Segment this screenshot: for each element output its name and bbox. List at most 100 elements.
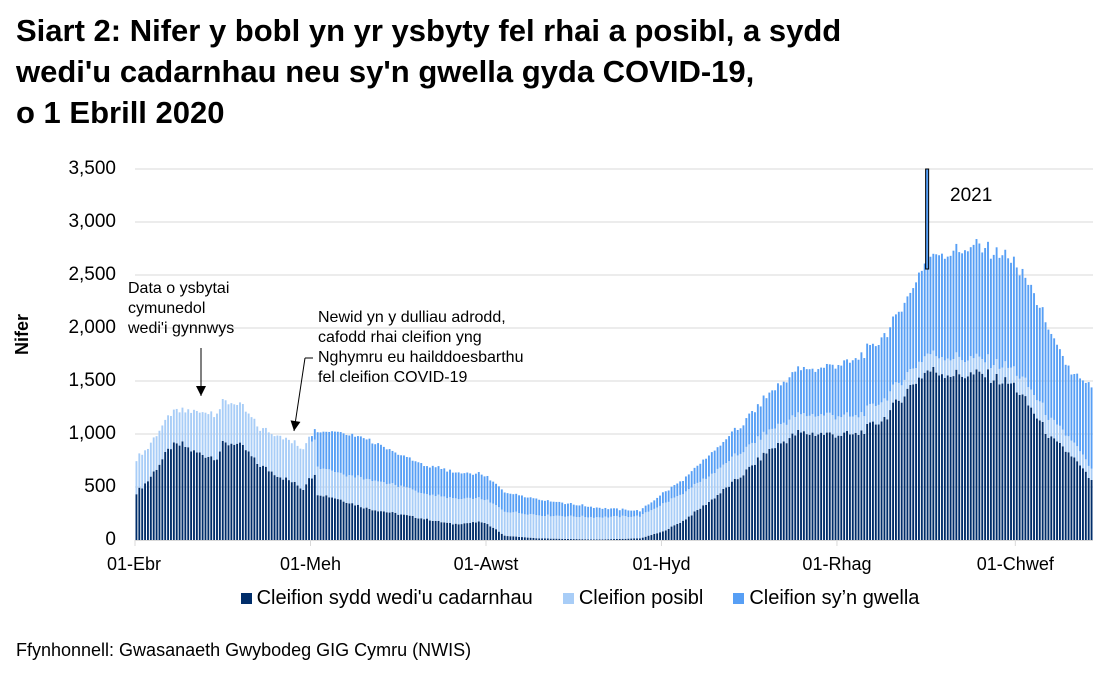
bar-segment	[716, 494, 719, 540]
bar-segment	[607, 517, 610, 540]
bar-segment	[984, 377, 987, 540]
bar-segment	[851, 416, 854, 435]
bar-segment	[503, 511, 506, 536]
bar-segment	[920, 362, 923, 379]
bar-segment	[446, 522, 449, 540]
bar-segment	[621, 538, 624, 540]
bar-segment	[1073, 442, 1076, 458]
bar-segment	[1079, 451, 1081, 466]
bar-segment	[636, 515, 638, 539]
bar-segment	[894, 382, 897, 400]
bar-segment	[920, 270, 923, 363]
bar-segment	[903, 302, 906, 380]
bar-segment	[607, 539, 610, 540]
bar-segment	[578, 517, 581, 540]
bar-segment	[512, 536, 515, 540]
bar-segment	[745, 446, 748, 470]
bar-segment	[541, 515, 544, 539]
bar-segment	[863, 358, 866, 417]
bar-segment	[846, 431, 848, 540]
bar-segment	[495, 505, 497, 530]
bar-segment	[975, 369, 978, 540]
bar-segment	[1041, 421, 1044, 540]
bar-segment	[811, 368, 814, 414]
bar-segment	[912, 368, 915, 385]
bar-segment	[190, 412, 193, 452]
bar-segment	[762, 452, 765, 540]
bar-segment	[164, 419, 167, 453]
bar-segment	[451, 524, 454, 540]
bar-segment	[310, 478, 313, 540]
bar-segment	[308, 478, 310, 540]
bar-segment	[325, 469, 328, 496]
bar-segment	[584, 539, 587, 540]
bar-segment	[414, 461, 417, 491]
bar-segment	[1035, 418, 1038, 540]
bar-segment	[503, 535, 506, 540]
bar-segment	[1050, 436, 1053, 540]
bar-segment	[405, 487, 408, 516]
bar-segment	[201, 412, 204, 455]
bar-segment	[650, 510, 653, 536]
bar-segment	[897, 400, 900, 540]
bar-segment	[564, 504, 567, 517]
bar-segment	[874, 424, 877, 540]
bar-segment	[860, 412, 863, 431]
bar-segment	[336, 431, 339, 473]
bar-segment	[1067, 436, 1070, 453]
bar-segment	[915, 368, 918, 384]
bar-segment	[949, 376, 952, 540]
bar-segment	[722, 488, 725, 540]
bar-segment	[290, 482, 293, 540]
bar-segment	[207, 414, 210, 457]
bar-segment	[489, 480, 492, 503]
bar-segment	[828, 432, 831, 540]
bar-segment	[1076, 461, 1079, 540]
bar-segment	[811, 413, 814, 433]
bar-segment	[322, 431, 325, 469]
bar-segment	[590, 539, 592, 540]
bar-segment	[751, 411, 754, 443]
bar-segment	[684, 491, 687, 520]
bar-segment	[808, 369, 811, 416]
bar-segment	[474, 522, 477, 540]
bar-segment	[843, 432, 846, 540]
bar-segment	[624, 509, 627, 517]
bar-segment	[397, 454, 400, 487]
bar-segment	[785, 443, 788, 540]
bar-segment	[227, 404, 230, 446]
bar-segment	[523, 514, 526, 538]
bar-segment	[938, 255, 941, 359]
bar-segment	[955, 243, 958, 353]
bar-segment	[880, 421, 883, 540]
bar-segment	[1041, 307, 1044, 403]
bar-segment	[319, 495, 322, 540]
bar-segment	[423, 466, 426, 494]
bar-segment	[1027, 284, 1030, 388]
bar-segment	[601, 508, 604, 518]
bar-segment	[647, 504, 650, 512]
bar-segment	[247, 451, 250, 540]
bar-segment	[762, 395, 765, 432]
bar-segment	[518, 495, 521, 514]
bar-segment	[958, 374, 961, 540]
bar-segment	[331, 497, 334, 540]
bar-segment	[903, 379, 906, 397]
bar-segment	[144, 450, 147, 484]
bar-segment	[638, 511, 641, 517]
bar-segment	[497, 486, 500, 508]
bar-segment	[1044, 322, 1047, 415]
bar-segment	[877, 404, 880, 425]
bar-segment	[771, 390, 774, 429]
bar-segment	[426, 494, 428, 519]
bar-segment	[538, 538, 541, 540]
bar-segment	[716, 468, 719, 495]
bar-segment	[1033, 413, 1035, 540]
bar-segment	[943, 360, 946, 379]
bar-segment	[923, 356, 926, 373]
bar-segment	[296, 485, 299, 540]
bar-segment	[569, 539, 572, 540]
bar-segment	[489, 526, 492, 540]
bar-segment	[848, 434, 851, 540]
bar-segment	[1070, 374, 1073, 441]
